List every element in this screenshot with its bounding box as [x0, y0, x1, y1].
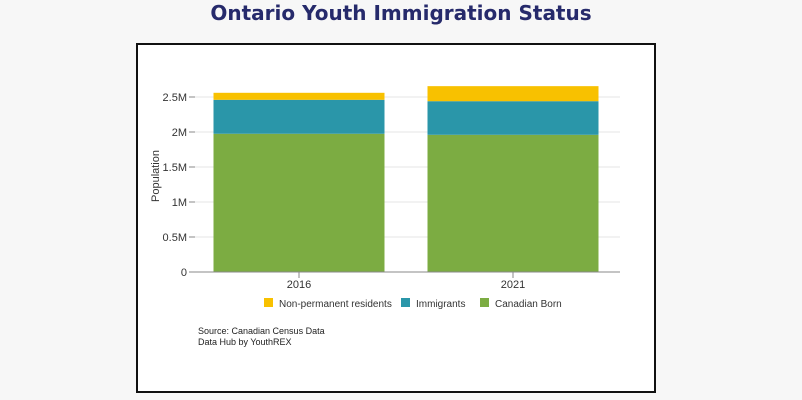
x-tick-label: 2021: [501, 279, 525, 291]
credit-line: Data Hub by YouthREX: [198, 337, 292, 347]
y-tick-label: 2M: [172, 127, 187, 139]
bar-segment-immigrants: [213, 99, 385, 134]
legend-label: Canadian Born: [495, 299, 562, 310]
y-tick-label: 1.5M: [163, 162, 187, 174]
y-tick-label: 2.5M: [163, 92, 187, 104]
y-tick-label: 1M: [172, 197, 187, 209]
page-title: Ontario Youth Immigration Status: [210, 1, 592, 25]
legend-swatch: [480, 298, 489, 307]
y-axis-label: Population: [150, 150, 162, 202]
bar-segment-immigrants: [427, 101, 599, 135]
y-tick-label: 0: [181, 267, 187, 279]
bar-segment-canadian-born: [213, 133, 385, 272]
legend-label: Non-permanent residents: [279, 299, 392, 310]
x-tick-label: 2016: [287, 279, 311, 291]
legend-label: Immigrants: [416, 299, 465, 310]
legend-swatch: [401, 298, 410, 307]
bar-segment-canadian-born: [427, 134, 599, 272]
bar-segment-non-permanent-residents: [427, 86, 599, 102]
source-line: Source: Canadian Census Data: [198, 326, 325, 336]
y-tick-label: 0.5M: [163, 232, 187, 244]
bar-segment-non-permanent-residents: [213, 92, 385, 100]
source-note: Source: Canadian Census Data Data Hub by…: [198, 326, 325, 348]
legend-swatch: [264, 298, 273, 307]
